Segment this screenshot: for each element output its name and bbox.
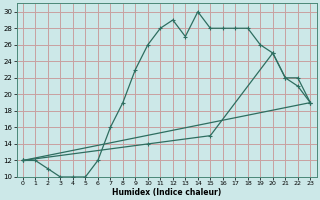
X-axis label: Humidex (Indice chaleur): Humidex (Indice chaleur) bbox=[112, 188, 221, 197]
